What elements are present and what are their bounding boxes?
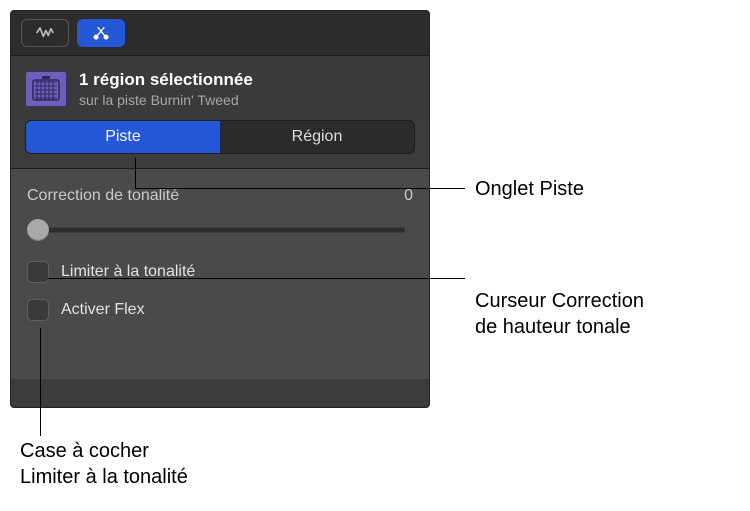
enable-flex-row: Activer Flex (27, 299, 413, 321)
slider-track (35, 228, 405, 233)
tab-piste[interactable]: Piste (26, 121, 220, 153)
callout-lead-tab (135, 188, 465, 189)
callout-checkbox-line2: Limiter à la tonalité (20, 464, 188, 490)
enable-flex-checkbox[interactable] (27, 299, 49, 321)
scissors-view-button[interactable] (77, 19, 125, 47)
region-header: 1 région sélectionnée sur la piste Burni… (11, 56, 429, 120)
callout-checkbox-line1: Case à cocher (20, 438, 149, 464)
callout-tab-piste: Onglet Piste (475, 176, 584, 202)
pitch-correction-value: 0 (404, 187, 413, 205)
enable-flex-label: Activer Flex (61, 301, 145, 319)
inspector-panel: 1 région sélectionnée sur la piste Burni… (10, 10, 430, 408)
pitch-correction-slider[interactable] (27, 219, 413, 241)
inspector-body: Correction de tonalité 0 Limiter à la to… (11, 169, 429, 379)
waveform-icon (35, 24, 55, 42)
limit-to-key-checkbox[interactable] (27, 261, 49, 283)
callout-slider-line1: Curseur Correction (475, 288, 644, 314)
top-toolbar (11, 11, 429, 56)
slider-thumb[interactable] (27, 219, 49, 241)
region-subtitle: sur la piste Burnin' Tweed (79, 92, 253, 108)
callout-lead-checkbox (40, 328, 41, 436)
callout-slider-line2: de hauteur tonale (475, 314, 631, 340)
scissors-icon (91, 24, 111, 42)
limit-to-key-row: Limiter à la tonalité (27, 261, 413, 283)
track-icon (25, 71, 67, 107)
waveform-view-button[interactable] (21, 19, 69, 47)
pitch-correction-row: Correction de tonalité 0 (27, 187, 413, 205)
region-title: 1 région sélectionnée (79, 70, 253, 90)
region-info: 1 région sélectionnée sur la piste Burni… (79, 70, 253, 108)
tab-segmented-control: Piste Région (25, 120, 415, 154)
tab-region[interactable]: Région (220, 121, 414, 153)
callout-lead-tab-v (135, 158, 136, 188)
amp-icon (31, 76, 61, 102)
pitch-correction-label: Correction de tonalité (27, 187, 179, 205)
callout-lead-slider (48, 278, 465, 279)
